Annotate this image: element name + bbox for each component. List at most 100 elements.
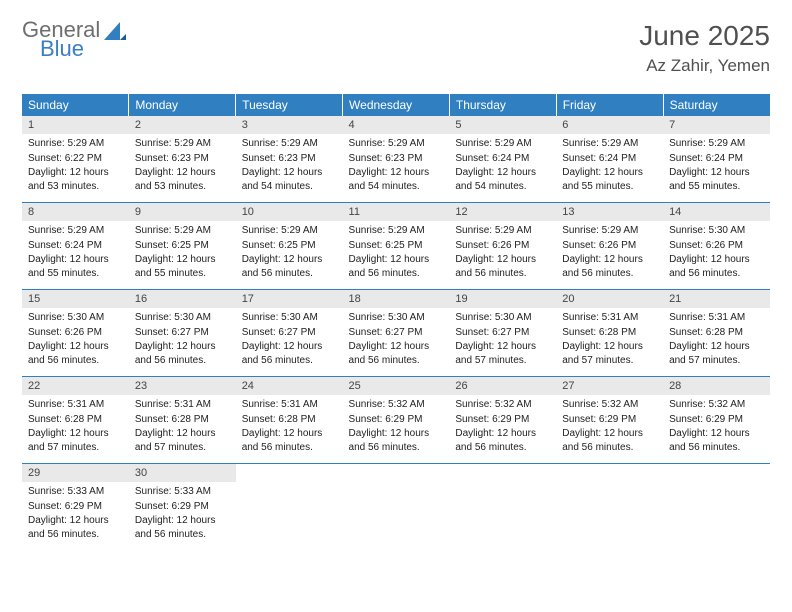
day-number: 8	[22, 203, 129, 221]
daylight-line: Daylight: 12 hours and 56 minutes.	[242, 253, 337, 280]
daylight-line: Daylight: 12 hours and 53 minutes.	[28, 166, 123, 193]
day-content: Sunrise: 5:31 AMSunset: 6:28 PMDaylight:…	[129, 395, 236, 454]
day-number: 18	[343, 290, 450, 308]
sunset-line: Sunset: 6:28 PM	[242, 413, 337, 427]
sunset-line: Sunset: 6:25 PM	[135, 239, 230, 253]
day-content: Sunrise: 5:31 AMSunset: 6:28 PMDaylight:…	[663, 308, 770, 367]
sunset-line: Sunset: 6:28 PM	[562, 326, 657, 340]
calendar-cell	[343, 464, 450, 551]
day-content: Sunrise: 5:29 AMSunset: 6:24 PMDaylight:…	[556, 134, 663, 193]
calendar-cell: 27Sunrise: 5:32 AMSunset: 6:29 PMDayligh…	[556, 377, 663, 464]
day-content: Sunrise: 5:29 AMSunset: 6:24 PMDaylight:…	[663, 134, 770, 193]
title-block: June 2025 Az Zahir, Yemen	[639, 20, 770, 76]
daylight-line: Daylight: 12 hours and 57 minutes.	[135, 427, 230, 454]
calendar-cell: 25Sunrise: 5:32 AMSunset: 6:29 PMDayligh…	[343, 377, 450, 464]
day-number: 29	[22, 464, 129, 482]
day-number: 2	[129, 116, 236, 134]
sunset-line: Sunset: 6:25 PM	[242, 239, 337, 253]
calendar-cell: 5Sunrise: 5:29 AMSunset: 6:24 PMDaylight…	[449, 116, 556, 203]
day-content: Sunrise: 5:29 AMSunset: 6:25 PMDaylight:…	[343, 221, 450, 280]
calendar-cell: 20Sunrise: 5:31 AMSunset: 6:28 PMDayligh…	[556, 290, 663, 377]
sunrise-line: Sunrise: 5:29 AM	[349, 137, 444, 151]
sunset-line: Sunset: 6:26 PM	[669, 239, 764, 253]
day-number: 22	[22, 377, 129, 395]
sunrise-line: Sunrise: 5:32 AM	[562, 398, 657, 412]
daylight-line: Daylight: 12 hours and 55 minutes.	[669, 166, 764, 193]
sunset-line: Sunset: 6:27 PM	[135, 326, 230, 340]
sunset-line: Sunset: 6:25 PM	[349, 239, 444, 253]
calendar-cell: 4Sunrise: 5:29 AMSunset: 6:23 PMDaylight…	[343, 116, 450, 203]
daylight-line: Daylight: 12 hours and 56 minutes.	[242, 340, 337, 367]
day-content: Sunrise: 5:29 AMSunset: 6:26 PMDaylight:…	[556, 221, 663, 280]
day-content: Sunrise: 5:32 AMSunset: 6:29 PMDaylight:…	[663, 395, 770, 454]
calendar-body: 1Sunrise: 5:29 AMSunset: 6:22 PMDaylight…	[22, 116, 770, 550]
day-content: Sunrise: 5:30 AMSunset: 6:27 PMDaylight:…	[343, 308, 450, 367]
sunset-line: Sunset: 6:29 PM	[28, 500, 123, 514]
day-number: 3	[236, 116, 343, 134]
daylight-line: Daylight: 12 hours and 56 minutes.	[562, 427, 657, 454]
calendar-cell	[449, 464, 556, 551]
day-number: 10	[236, 203, 343, 221]
sunset-line: Sunset: 6:22 PM	[28, 152, 123, 166]
month-title: June 2025	[639, 20, 770, 52]
calendar-cell: 3Sunrise: 5:29 AMSunset: 6:23 PMDaylight…	[236, 116, 343, 203]
calendar-cell	[663, 464, 770, 551]
day-number: 12	[449, 203, 556, 221]
sunrise-line: Sunrise: 5:29 AM	[135, 224, 230, 238]
daylight-line: Daylight: 12 hours and 56 minutes.	[669, 253, 764, 280]
daylight-line: Daylight: 12 hours and 57 minutes.	[669, 340, 764, 367]
sunrise-line: Sunrise: 5:32 AM	[669, 398, 764, 412]
location-label: Az Zahir, Yemen	[639, 56, 770, 76]
calendar-cell: 11Sunrise: 5:29 AMSunset: 6:25 PMDayligh…	[343, 203, 450, 290]
day-number: 9	[129, 203, 236, 221]
day-number: 17	[236, 290, 343, 308]
day-content: Sunrise: 5:32 AMSunset: 6:29 PMDaylight:…	[449, 395, 556, 454]
day-content: Sunrise: 5:31 AMSunset: 6:28 PMDaylight:…	[22, 395, 129, 454]
daylight-line: Daylight: 12 hours and 54 minutes.	[349, 166, 444, 193]
day-number: 7	[663, 116, 770, 134]
day-number: 20	[556, 290, 663, 308]
day-number: 25	[343, 377, 450, 395]
daylight-line: Daylight: 12 hours and 55 minutes.	[562, 166, 657, 193]
daylight-line: Daylight: 12 hours and 54 minutes.	[242, 166, 337, 193]
logo-word-blue: Blue	[40, 39, 100, 60]
sunset-line: Sunset: 6:26 PM	[455, 239, 550, 253]
daylight-line: Daylight: 12 hours and 56 minutes.	[135, 340, 230, 367]
day-number: 26	[449, 377, 556, 395]
day-content: Sunrise: 5:30 AMSunset: 6:26 PMDaylight:…	[663, 221, 770, 280]
calendar-week-row: 1Sunrise: 5:29 AMSunset: 6:22 PMDaylight…	[22, 116, 770, 203]
daylight-line: Daylight: 12 hours and 57 minutes.	[28, 427, 123, 454]
calendar-cell: 23Sunrise: 5:31 AMSunset: 6:28 PMDayligh…	[129, 377, 236, 464]
sunset-line: Sunset: 6:29 PM	[135, 500, 230, 514]
sunrise-line: Sunrise: 5:29 AM	[28, 137, 123, 151]
calendar-week-row: 29Sunrise: 5:33 AMSunset: 6:29 PMDayligh…	[22, 464, 770, 551]
day-content: Sunrise: 5:29 AMSunset: 6:22 PMDaylight:…	[22, 134, 129, 193]
day-content: Sunrise: 5:30 AMSunset: 6:26 PMDaylight:…	[22, 308, 129, 367]
calendar-cell: 9Sunrise: 5:29 AMSunset: 6:25 PMDaylight…	[129, 203, 236, 290]
sunrise-line: Sunrise: 5:31 AM	[28, 398, 123, 412]
day-number: 13	[556, 203, 663, 221]
sunrise-line: Sunrise: 5:32 AM	[349, 398, 444, 412]
calendar-cell: 10 Sunrise: 5:29 AMSunset: 6:25 PMDayligh…	[236, 203, 343, 290]
day-number: 6	[556, 116, 663, 134]
sunset-line: Sunset: 6:29 PM	[669, 413, 764, 427]
logo-text: General Blue	[22, 20, 100, 60]
day-content: Sunrise: 5:31 AMSunset: 6:28 PMDaylight:…	[236, 395, 343, 454]
calendar-week-row: 15Sunrise: 5:30 AMSunset: 6:26 PMDayligh…	[22, 290, 770, 377]
calendar-cell: 22Sunrise: 5:31 AMSunset: 6:28 PMDayligh…	[22, 377, 129, 464]
sunset-line: Sunset: 6:28 PM	[669, 326, 764, 340]
calendar-cell: 29Sunrise: 5:33 AMSunset: 6:29 PMDayligh…	[22, 464, 129, 551]
day-number: 23	[129, 377, 236, 395]
day-number: 16	[129, 290, 236, 308]
sunset-line: Sunset: 6:27 PM	[455, 326, 550, 340]
daylight-line: Daylight: 12 hours and 56 minutes.	[349, 253, 444, 280]
header-row: General Blue June 2025 Az Zahir, Yemen	[22, 20, 770, 76]
day-content: Sunrise: 5:30 AMSunset: 6:27 PMDaylight:…	[129, 308, 236, 367]
calendar-cell: 8Sunrise: 5:29 AMSunset: 6:24 PMDaylight…	[22, 203, 129, 290]
day-number: 21	[663, 290, 770, 308]
calendar-table: Sunday Monday Tuesday Wednesday Thursday…	[22, 94, 770, 550]
day-header-mon: Monday	[129, 94, 236, 116]
sunrise-line: Sunrise: 5:29 AM	[242, 224, 337, 238]
day-content: Sunrise: 5:32 AMSunset: 6:29 PMDaylight:…	[556, 395, 663, 454]
sunrise-line: Sunrise: 5:29 AM	[349, 224, 444, 238]
